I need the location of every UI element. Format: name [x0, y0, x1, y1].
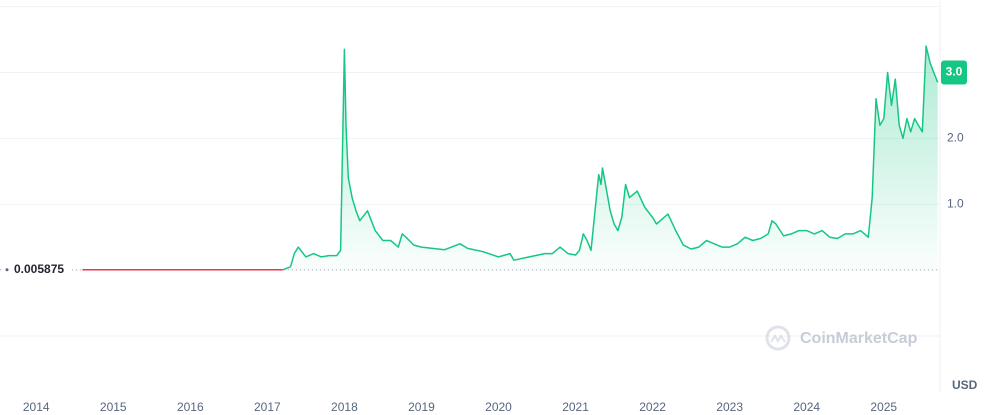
x-tick-label: 2017 — [254, 400, 281, 414]
line-connector — [282, 266, 291, 271]
y-tick-label: 2.0 — [947, 131, 964, 145]
y-tick-label: 1.0 — [947, 196, 964, 210]
x-tick-label: 2023 — [716, 400, 743, 414]
x-tick-label: 2014 — [23, 400, 50, 414]
baseline-label-bg — [2, 261, 72, 278]
baseline-dot — [5, 268, 9, 272]
x-tick-label: 2022 — [639, 400, 666, 414]
price-line — [289, 45, 939, 268]
price-tag — [941, 60, 967, 85]
x-tick-label: 2019 — [408, 400, 435, 414]
watermark-text: CoinMarketCap — [800, 330, 918, 347]
x-tick-label: 2016 — [177, 400, 204, 414]
x-tick-label: 2020 — [485, 400, 512, 414]
x-tick-label: 2021 — [562, 400, 589, 414]
x-tick-label: 2025 — [870, 400, 897, 414]
watermark — [765, 325, 791, 351]
unit-label: USD — [952, 378, 978, 392]
baseline-label: 0.005875 — [14, 262, 64, 276]
x-tick-label: 2015 — [100, 400, 127, 414]
price-tag-label: 3.0 — [946, 65, 963, 79]
x-tick-label: 2024 — [793, 400, 820, 414]
x-tick-label: 2018 — [331, 400, 358, 414]
